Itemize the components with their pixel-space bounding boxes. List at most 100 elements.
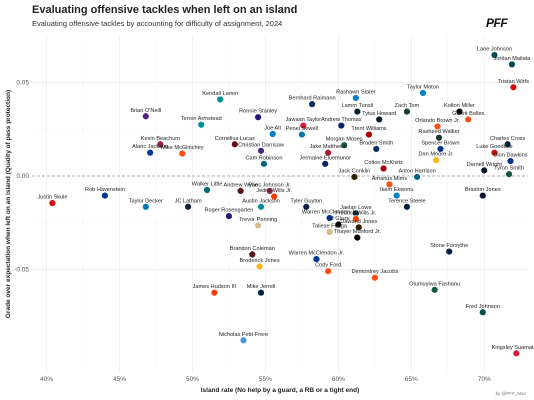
team-logo-marker — [231, 140, 239, 148]
team-logo-marker — [269, 130, 277, 138]
point-label: Dion Dawkins — [493, 153, 527, 159]
point-label: Anton Harrison — [398, 168, 435, 174]
point-label: Kevin Beachum — [141, 136, 181, 142]
team-logo-marker — [184, 203, 192, 211]
team-logo-marker — [353, 233, 362, 242]
point-label: Nicholas Petit-Frere — [219, 332, 268, 338]
point-label: Dawand Jones — [340, 219, 377, 225]
data-point: Brian O'Neill — [130, 108, 161, 120]
data-point: Andrew Wylie — [224, 182, 258, 195]
data-point: Paris Johnson Jr. — [248, 182, 292, 195]
point-label: Demontrey Jacobs — [352, 269, 399, 275]
point-label: Taylor Moton — [407, 84, 439, 90]
team-logo-marker — [298, 130, 306, 139]
data-point: Braden Smith — [359, 140, 393, 153]
data-point: Joe Alt — [264, 126, 282, 138]
data-point: Roger Rosengarten — [205, 208, 253, 220]
point-label: Taylor Decker — [129, 198, 163, 204]
team-logo-marker — [445, 247, 453, 256]
point-label: Fredrick Wills Jr. — [335, 210, 376, 216]
point-label: Dan Moore Jr. — [419, 152, 455, 158]
point-label: Tristan Wirfs — [498, 79, 529, 85]
team-logo-marker — [509, 83, 518, 92]
x-tick-label: 70% — [478, 376, 491, 383]
point-label: Austin Jackson — [242, 198, 280, 204]
team-logo-marker — [403, 203, 411, 211]
point-label: Taliese Fuaga — [312, 224, 348, 230]
x-tick-label: 55% — [259, 376, 272, 383]
point-label: Darnell Wright — [467, 162, 503, 168]
team-logo-marker — [334, 220, 343, 229]
data-point: Walker Little — [192, 182, 222, 194]
data-point: Jedrik Wills Jr. — [256, 188, 292, 201]
data-point: Alaric Jackson — [132, 144, 168, 157]
point-label: Colton McKivitz — [364, 160, 403, 166]
point-label: Lamm Tunsil — [341, 103, 373, 109]
x-tick-label: 45% — [113, 376, 126, 383]
data-point: Thayer Munford Jr. — [334, 229, 381, 242]
point-label: Ronnie Stanley — [239, 109, 277, 115]
team-logo-marker — [355, 223, 363, 232]
team-logo-marker — [372, 145, 380, 153]
data-points: Lane Johnson Jordan Mailata Tristan Wirfs T… — [37, 47, 534, 358]
team-logo-marker — [433, 122, 442, 131]
data-point: Dion Dawkins — [493, 153, 528, 165]
point-label: Rob Havenstein — [85, 187, 125, 193]
team-logo-marker — [197, 120, 205, 129]
team-logo-marker — [503, 140, 512, 148]
point-label: Cam Robinson — [245, 155, 282, 161]
point-label: Morgan Moses — [326, 137, 363, 143]
team-logo-marker — [435, 134, 443, 142]
point-label: Fred Johnson — [466, 304, 500, 310]
point-label: Alaric Jackson — [132, 144, 168, 150]
gridlines — [32, 36, 528, 372]
point-label: Jermaine Eluemunor — [299, 155, 351, 161]
team-logo-marker — [257, 203, 265, 211]
team-logo-marker — [178, 149, 186, 158]
data-point: Trent Williams — [351, 126, 387, 139]
point-label: Terron Armstead — [181, 116, 222, 122]
point-label: Ikem Ekwonu — [380, 187, 414, 193]
point-label: JC Latham — [175, 198, 202, 204]
data-point: Taylor Moton — [407, 84, 439, 97]
point-label: Orlando Brown Jr. — [415, 118, 460, 124]
point-label: Tyron Smith — [494, 166, 524, 172]
point-label: Kolton Miller — [444, 103, 475, 109]
team-logo-marker — [270, 192, 278, 201]
point-label: Justin Skule — [37, 195, 67, 201]
team-logo-marker — [266, 187, 274, 195]
team-logo-marker — [216, 95, 224, 104]
data-point: Zach Tom — [395, 103, 419, 116]
chart-subtitle: Evaluating offensive tackles by accounti… — [32, 19, 283, 28]
data-point: Cornelius Lucas — [215, 136, 255, 148]
team-logo-marker — [255, 262, 264, 271]
data-point: Kevin Beachum — [141, 136, 181, 148]
data-point: Luke Goedeke — [476, 144, 513, 157]
chart-title: Evaluating offensive tackles when left o… — [32, 4, 298, 16]
data-point: Charles Cross — [490, 136, 525, 148]
team-logo-marker — [365, 130, 373, 139]
team-logo-marker — [321, 160, 329, 168]
point-label: Mike Jerrell — [247, 284, 276, 290]
point-label: Bernhard Raimann — [289, 96, 336, 102]
data-point: DJ Glaze — [327, 216, 350, 229]
team-logo-marker — [375, 115, 383, 124]
data-point: Rasheed Walker — [418, 129, 460, 142]
data-point: Dan Moore Jr. — [419, 152, 455, 164]
point-label: Joe Alt — [264, 126, 281, 132]
point-label: Spencer Brown — [421, 140, 459, 146]
team-logo-marker — [432, 156, 440, 164]
team-logo-marker — [302, 203, 310, 211]
team-logo-marker — [146, 148, 154, 157]
point-label: Jedrik Wills Jr. — [256, 188, 292, 194]
data-point: Lane Johnson — [477, 47, 512, 59]
team-logo-marker — [101, 191, 109, 200]
point-label: Braxton Jones — [465, 187, 501, 193]
data-point: Tyron Smith — [494, 166, 524, 178]
point-label: Warren McClendon Jr. — [302, 210, 358, 216]
data-point: Terron Armstead — [181, 116, 222, 129]
team-logo-marker — [257, 288, 265, 297]
team-logo-marker — [350, 173, 359, 181]
team-logo-marker — [385, 180, 394, 189]
point-label: Terence Steele — [388, 198, 425, 204]
